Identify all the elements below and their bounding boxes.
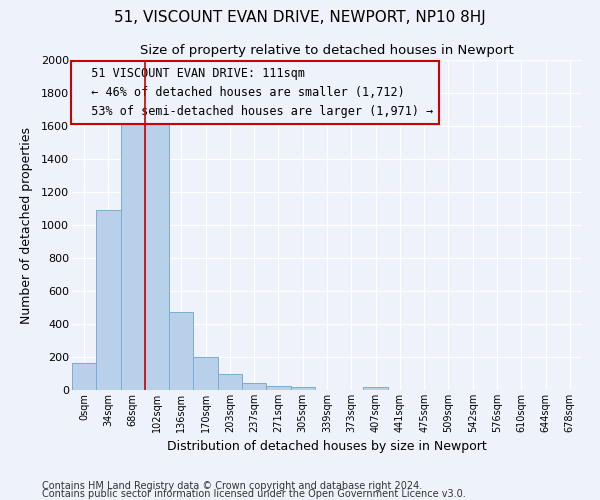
Bar (169, 312, 193, 390)
Bar (290, 386, 315, 390)
Bar (242, 382, 266, 390)
Text: 51, VISCOUNT EVAN DRIVE, NEWPORT, NP10 8HJ: 51, VISCOUNT EVAN DRIVE, NEWPORT, NP10 8… (114, 10, 486, 25)
Bar (121, 120, 145, 390)
Bar (145, 120, 169, 390)
Bar (364, 386, 388, 390)
Bar (218, 374, 242, 390)
Bar (72, 363, 96, 390)
Bar (266, 386, 290, 390)
Text: Contains public sector information licensed under the Open Government Licence v3: Contains public sector information licen… (42, 489, 466, 499)
Bar (193, 357, 218, 390)
X-axis label: Distribution of detached houses by size in Newport: Distribution of detached houses by size … (167, 440, 487, 454)
Text: 51 VISCOUNT EVAN DRIVE: 111sqm
  ← 46% of detached houses are smaller (1,712)
  : 51 VISCOUNT EVAN DRIVE: 111sqm ← 46% of … (77, 66, 433, 118)
Text: Contains HM Land Registry data © Crown copyright and database right 2024.: Contains HM Land Registry data © Crown c… (42, 481, 422, 491)
Y-axis label: Number of detached properties: Number of detached properties (20, 126, 33, 324)
Bar (96, 210, 121, 390)
Title: Size of property relative to detached houses in Newport: Size of property relative to detached ho… (140, 44, 514, 58)
